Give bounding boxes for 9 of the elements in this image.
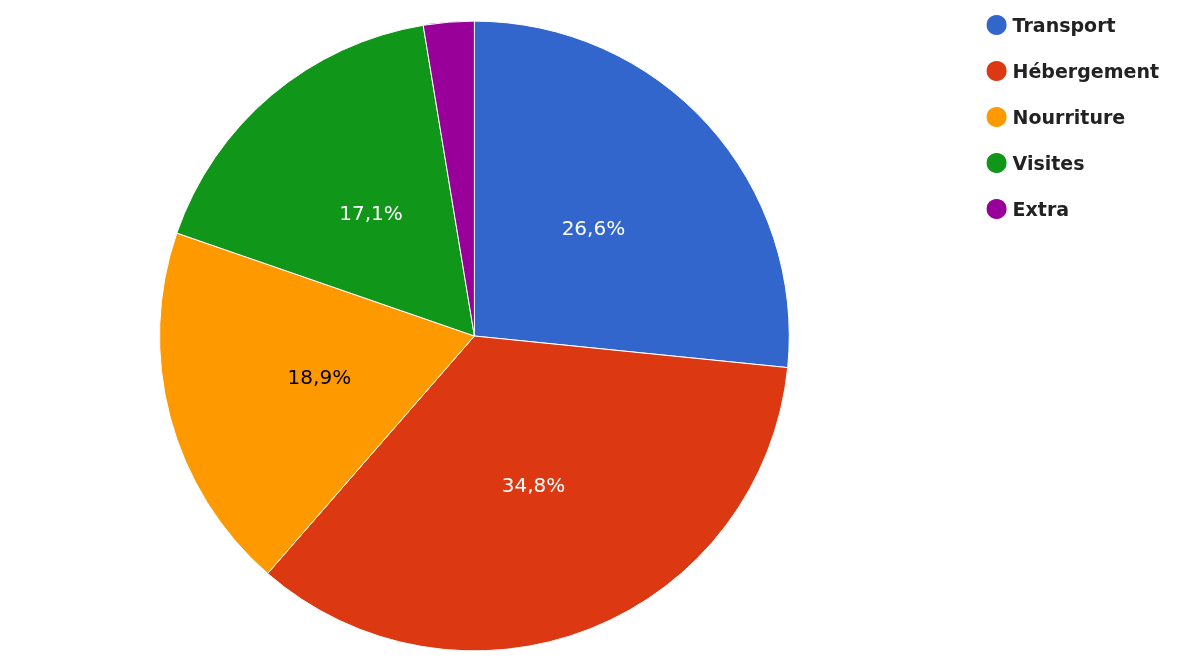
legend-label: Visites xyxy=(1012,152,1085,174)
data-label: 18,9% xyxy=(287,365,352,390)
data-label: 34,8% xyxy=(501,473,566,498)
data-label: 17,1% xyxy=(339,201,403,226)
legend-label: Extra xyxy=(1012,198,1070,220)
legend-label: Nourriture xyxy=(1012,106,1126,128)
legend-label: Hébergement xyxy=(1012,60,1160,82)
data-label: 26,6% xyxy=(561,216,626,241)
legend-label: Transport xyxy=(1012,14,1116,36)
